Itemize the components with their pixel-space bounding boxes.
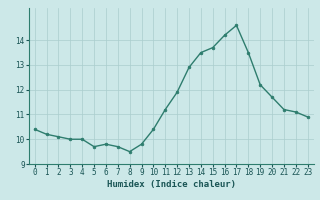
X-axis label: Humidex (Indice chaleur): Humidex (Indice chaleur) [107,180,236,189]
